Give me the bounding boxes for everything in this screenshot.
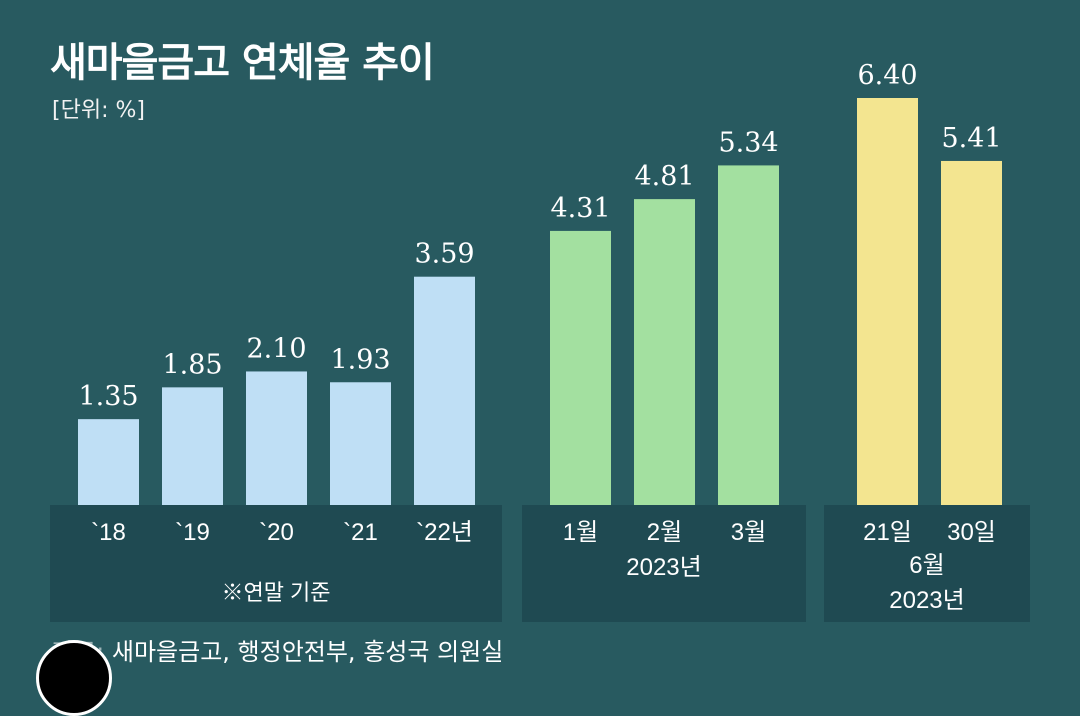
value-label: 1.35 — [78, 381, 138, 412]
chart-title: 새마을금고 연체율 추이 — [50, 40, 435, 86]
value-label: 4.31 — [550, 193, 610, 224]
value-label: 2.10 — [246, 333, 306, 364]
bar-2023-monthly-0 — [550, 230, 611, 505]
category-label: 21일 — [863, 519, 912, 546]
source-text: 새마을금고, 행정안전부, 홍성국 의원실 — [104, 638, 504, 666]
category-label: `19 — [175, 519, 210, 546]
value-label: 1.85 — [162, 349, 222, 380]
bar-annual-4 — [414, 276, 475, 505]
value-label: 4.81 — [634, 161, 694, 192]
value-label: 6.40 — [857, 60, 917, 91]
group-label-year: 2023년 — [889, 587, 964, 614]
bar-annual-3 — [330, 382, 391, 505]
bar-2023-monthly-2 — [718, 165, 779, 506]
category-label: 30일 — [947, 519, 996, 546]
category-label: 2월 — [647, 519, 682, 546]
overlay-circle-icon[interactable] — [36, 640, 112, 716]
value-label: 1.93 — [330, 344, 390, 375]
category-label: `20 — [259, 519, 294, 546]
axis-panel-2023-june — [824, 505, 1030, 622]
category-label: `21 — [343, 519, 378, 546]
bar-2023-june-1 — [941, 160, 1002, 505]
axis-panel-2023-monthly — [522, 505, 806, 622]
category-label: `22년 — [416, 519, 473, 546]
bar-chart: 1.35 `18 1.85 `19 2.10 `20 1.93 `21 3.59 `22년 ※연말 … — [50, 60, 1030, 622]
axis-panel-annual — [50, 505, 502, 622]
category-label: 1월 — [563, 519, 598, 546]
bar-annual-0 — [78, 419, 139, 505]
bar-2023-monthly-1 — [634, 199, 695, 505]
source-line: 자료: 새마을금고, 행정안전부, 홍성국 의원실 — [52, 632, 503, 667]
category-label: 3월 — [731, 519, 766, 546]
group-note: ※연말 기준 — [221, 580, 330, 605]
group-label: 2023년 — [626, 554, 701, 581]
unit-label: [단위: %] — [52, 98, 145, 123]
value-label: 3.59 — [414, 239, 474, 270]
category-label: `18 — [91, 519, 126, 546]
bar-2023-june-0 — [857, 98, 918, 505]
group-label: 6월 — [909, 552, 944, 579]
value-label: 5.34 — [718, 127, 778, 158]
bar-annual-1 — [162, 387, 223, 505]
bar-annual-2 — [246, 371, 307, 505]
value-label: 5.41 — [941, 123, 1001, 154]
